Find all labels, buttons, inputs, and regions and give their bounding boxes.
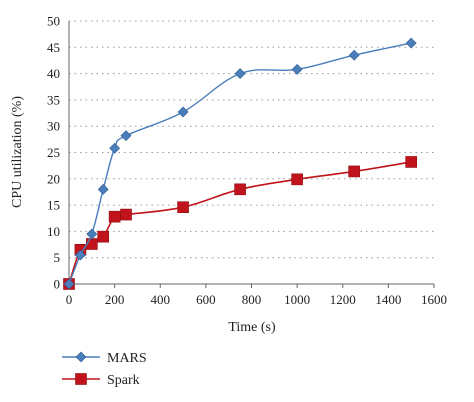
y-axis-label: CPU utilization (%): [10, 96, 25, 208]
x-tick-label: 1200: [330, 292, 356, 307]
x-tick-label: 600: [196, 292, 216, 307]
x-tick-labels: 0 200 400 600 800 1000 1200 1400 1600: [66, 284, 447, 307]
y-tick-labels: 0 5 10 15 20 25 30 35 40 45 50: [47, 14, 60, 292]
mars-point: [86, 228, 98, 240]
mars-line: [68, 42, 412, 285]
y-tick-label: 5: [54, 250, 61, 265]
series-mars: [63, 37, 417, 290]
x-tick-label: 800: [242, 292, 262, 307]
mars-point: [234, 68, 246, 80]
legend-label: Spark: [107, 373, 140, 388]
x-tick-label: 1400: [375, 292, 401, 307]
series-spark: [63, 156, 417, 290]
spark-point: [108, 210, 121, 223]
mars-point: [74, 249, 86, 261]
y-tick-label: 0: [54, 277, 61, 292]
spark-point: [348, 165, 360, 178]
spark-point: [97, 230, 110, 243]
legend-marker: [75, 351, 87, 363]
y-tick-label: 50: [47, 14, 60, 29]
legend-item-mars: MARS: [62, 351, 147, 366]
x-axis-label: Time (s): [228, 320, 276, 335]
y-tick-label: 45: [47, 40, 60, 55]
y-tick-label: 35: [47, 92, 60, 107]
x-tick-label: 0: [66, 292, 73, 307]
mars-point: [120, 130, 132, 142]
spark-line: [68, 161, 412, 285]
y-tick-label: 15: [47, 198, 60, 213]
legend-label: MARS: [107, 351, 147, 366]
series-layer: [63, 37, 417, 290]
spark-point: [291, 173, 303, 186]
legend-item-spark: Spark: [62, 373, 140, 388]
spark-point: [234, 183, 246, 196]
mars-point: [177, 106, 189, 118]
spark-point: [86, 238, 98, 250]
y-tick-label: 25: [47, 145, 60, 160]
y-tick-label: 40: [47, 66, 60, 81]
mars-point: [348, 49, 360, 61]
legend: MARS Spark: [62, 351, 147, 388]
mars-point: [63, 278, 75, 290]
mars-point: [291, 63, 303, 75]
x-tick-label: 1600: [421, 292, 447, 307]
spark-point: [405, 156, 417, 168]
spark-point: [120, 208, 132, 221]
y-tick-label: 10: [47, 224, 60, 239]
x-tick-label: 1000: [284, 292, 310, 307]
mars-point: [97, 183, 109, 195]
y-tick-label: 30: [47, 119, 60, 134]
mars-point: [109, 142, 121, 154]
grid-lines: [69, 20, 434, 259]
x-tick-label: 400: [151, 292, 171, 307]
x-tick-label: 200: [105, 292, 125, 307]
legend-marker: [75, 373, 87, 385]
spark-point: [177, 201, 189, 214]
mars-point: [405, 37, 417, 49]
y-tick-label: 20: [47, 171, 60, 186]
